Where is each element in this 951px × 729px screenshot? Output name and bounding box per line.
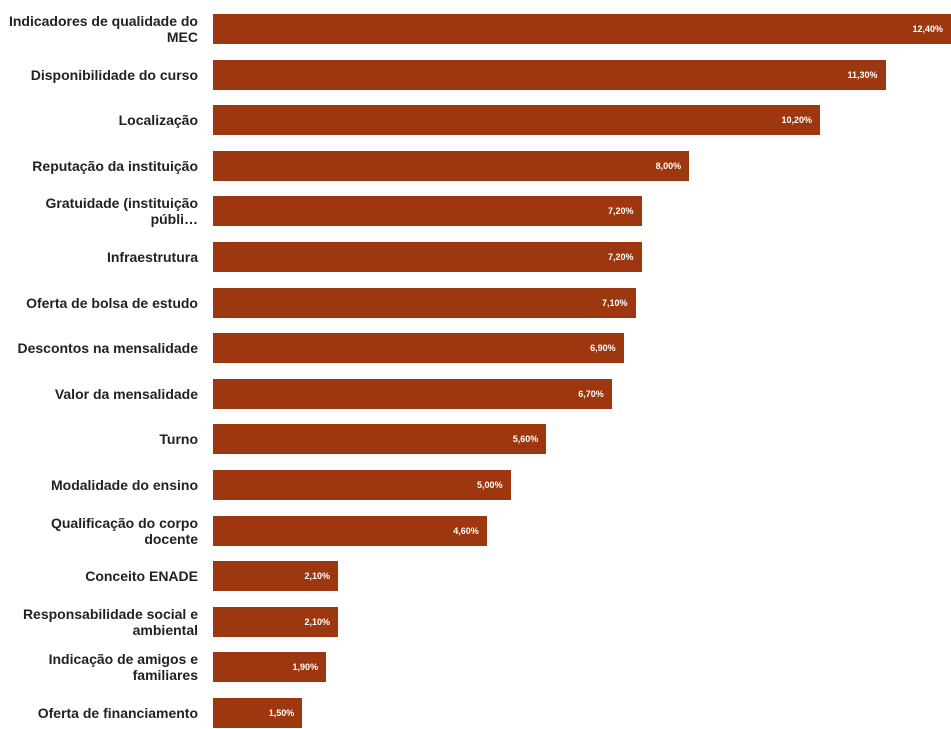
value-label: 6,70% [578, 388, 604, 399]
category-label: Descontos na mensalidade [17, 340, 198, 357]
value-label: 1,50% [268, 708, 295, 718]
value-label: 7,20% [607, 252, 634, 262]
category-label: Turno [159, 431, 198, 448]
value-label: 5,60% [512, 434, 539, 445]
category-label: Disponibilidade do curso [30, 66, 198, 83]
category-label: Gratuidade (instituição públi… [45, 195, 198, 228]
category-label: Qualificação do corpo docente [50, 514, 198, 547]
bar [213, 150, 690, 181]
category-label: Infraestrutura [106, 249, 198, 265]
category-label: Oferta de bolsa de estudo [26, 294, 198, 311]
bar [213, 470, 511, 500]
category-label: Localização [118, 112, 198, 129]
value-label: 2,10% [304, 571, 330, 582]
bar [213, 242, 642, 272]
bar [213, 378, 612, 409]
value-label: 10,20% [781, 115, 813, 126]
value-label: 7,20% [607, 206, 634, 217]
category-label: Valor da mensalidade [54, 385, 198, 402]
bar [213, 606, 338, 637]
category-label: Conceito ENADE [85, 568, 198, 585]
value-label: 8,00% [655, 160, 682, 171]
category-label: Reputação da instituição [32, 157, 198, 174]
bar [213, 424, 547, 455]
bar [213, 105, 821, 136]
value-label: 4,60% [453, 525, 479, 536]
category-label: Oferta de financiamento [37, 705, 198, 721]
value-label: 2,10% [304, 616, 330, 627]
value-label: 5,00% [477, 480, 503, 490]
category-label: Indicadores de qualidade do MEC [8, 13, 198, 45]
bar [213, 59, 886, 90]
category-label: Responsabilidade social e ambiental [22, 605, 198, 638]
bar [213, 196, 642, 227]
category-label: Modalidade do ensino [50, 477, 198, 493]
value-label: 11,30% [847, 69, 878, 80]
category-label: Indicação de amigos e familiares [48, 651, 198, 684]
bar [213, 515, 487, 546]
value-label: 12,40% [912, 24, 943, 34]
bar [213, 698, 303, 728]
value-label: 1,90% [292, 662, 319, 673]
bar [213, 287, 636, 318]
value-label: 6,90% [590, 343, 616, 354]
value-label: 7,10% [602, 297, 628, 308]
bar [213, 14, 951, 44]
bar [213, 333, 624, 364]
bar [213, 561, 338, 592]
bar [213, 652, 327, 683]
